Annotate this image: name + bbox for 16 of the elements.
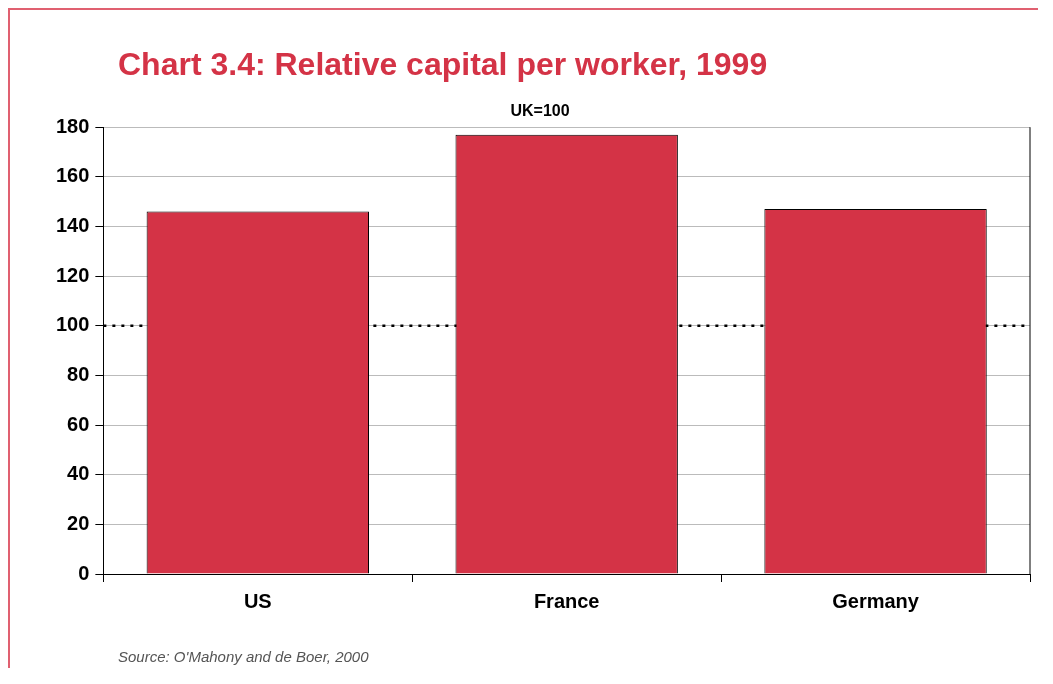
y-tick-label: 40	[67, 462, 90, 485]
x-tick-label: France	[533, 589, 600, 612]
y-tick-label: 0	[78, 561, 90, 584]
y-tick-label: 60	[67, 412, 90, 435]
y-tick-label: 80	[67, 362, 90, 385]
y-tick-label: 180	[55, 114, 90, 137]
source-note: Source: O'Mahony and de Boer, 2000	[118, 648, 369, 665]
chart-title: Chart 3.4: Relative capital per worker, 1999	[118, 46, 768, 83]
y-tick-label: 140	[55, 214, 90, 236]
y-tick-label: 100	[55, 313, 90, 336]
x-tick-label: Germany	[832, 589, 920, 612]
y-tick-label: 160	[55, 164, 90, 187]
y-tick-label: 120	[55, 263, 90, 286]
y-tick-label: 20	[67, 511, 90, 534]
x-tick-label: US	[243, 589, 272, 612]
chart-subtitle: UK=100	[510, 102, 570, 120]
